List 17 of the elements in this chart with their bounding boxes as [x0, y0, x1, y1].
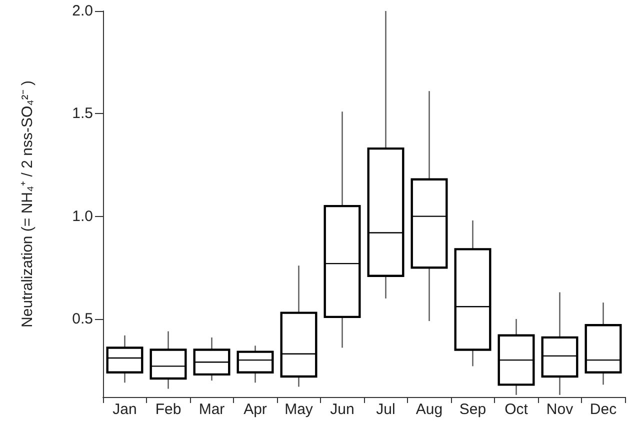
y-tick-label: 1.5 [72, 105, 93, 122]
x-tick-label: Jul [376, 401, 396, 418]
y-axis-title: Neutralization (= NH₄⁺ / 2 nss-SO₄²⁻ ) [19, 80, 36, 328]
x-tick-label: Jan [112, 401, 137, 418]
y-tick-label: 2.0 [72, 2, 93, 20]
x-tick-label: May [284, 401, 314, 418]
x-tick-label: Sep [459, 401, 486, 418]
x-tick-label: Dec [590, 401, 618, 418]
y-tick-label: 0.5 [72, 310, 93, 328]
x-tick-label: Aug [416, 401, 443, 418]
x-tick-label: Oct [504, 401, 529, 418]
x-tick-label: Nov [546, 401, 574, 418]
y-tick-label: 1.0 [72, 208, 93, 225]
x-tick-label: Apr [244, 401, 267, 418]
x-tick-label: Feb [155, 401, 182, 418]
x-tick-label: Mar [198, 401, 225, 418]
x-tick-label: Jun [330, 401, 354, 418]
